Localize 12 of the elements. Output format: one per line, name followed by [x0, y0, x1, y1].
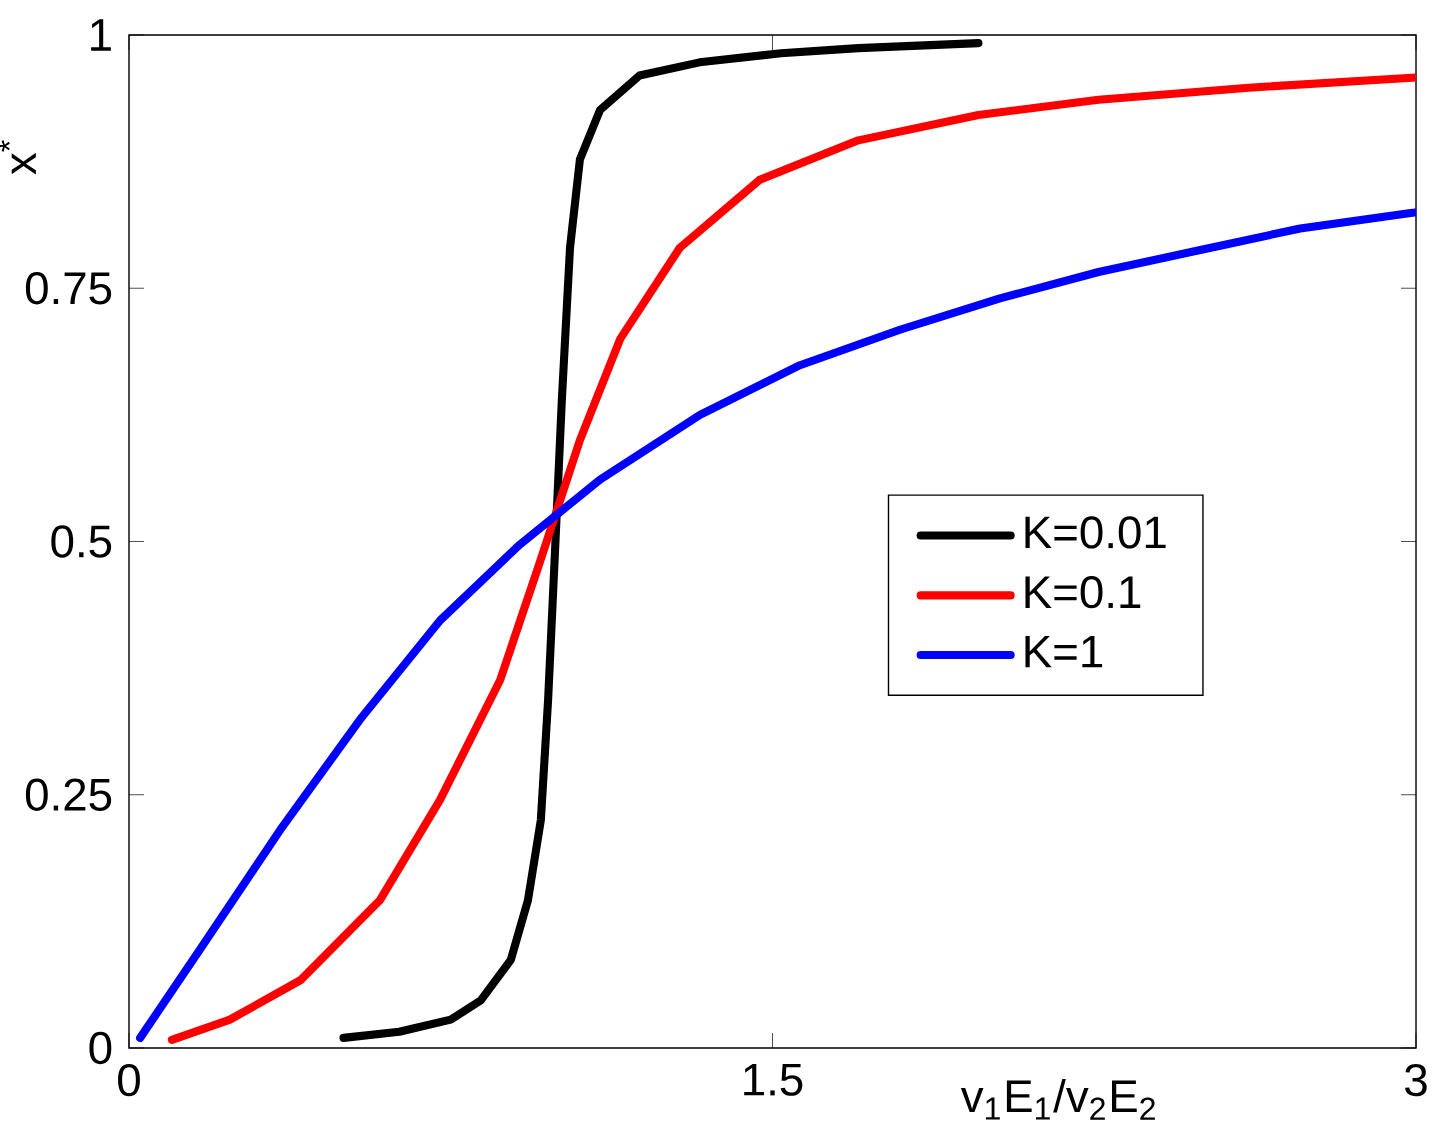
x-tick-label: 0 — [118, 1063, 140, 1097]
x-tick-label: 3 — [1405, 1063, 1427, 1097]
y-tick-label: 0.25 — [25, 778, 112, 811]
y-tick-label: 1 — [91, 19, 111, 51]
legend-label: K=0.1 — [1025, 576, 1141, 609]
y-tick-label: 0.5 — [51, 525, 112, 558]
x-tick-label: 1.5 — [744, 1063, 803, 1096]
y-tick-label: 0 — [89, 1031, 112, 1065]
legend-label: K=1 — [1025, 635, 1103, 668]
legend-label: K=0.01 — [1025, 516, 1166, 549]
y-tick-label: 0.75 — [25, 272, 112, 305]
x-axis-title: v$_{1}$E$_{1}$/v$_{2}$E$_{2}$ — [960, 1078, 1155, 1120]
